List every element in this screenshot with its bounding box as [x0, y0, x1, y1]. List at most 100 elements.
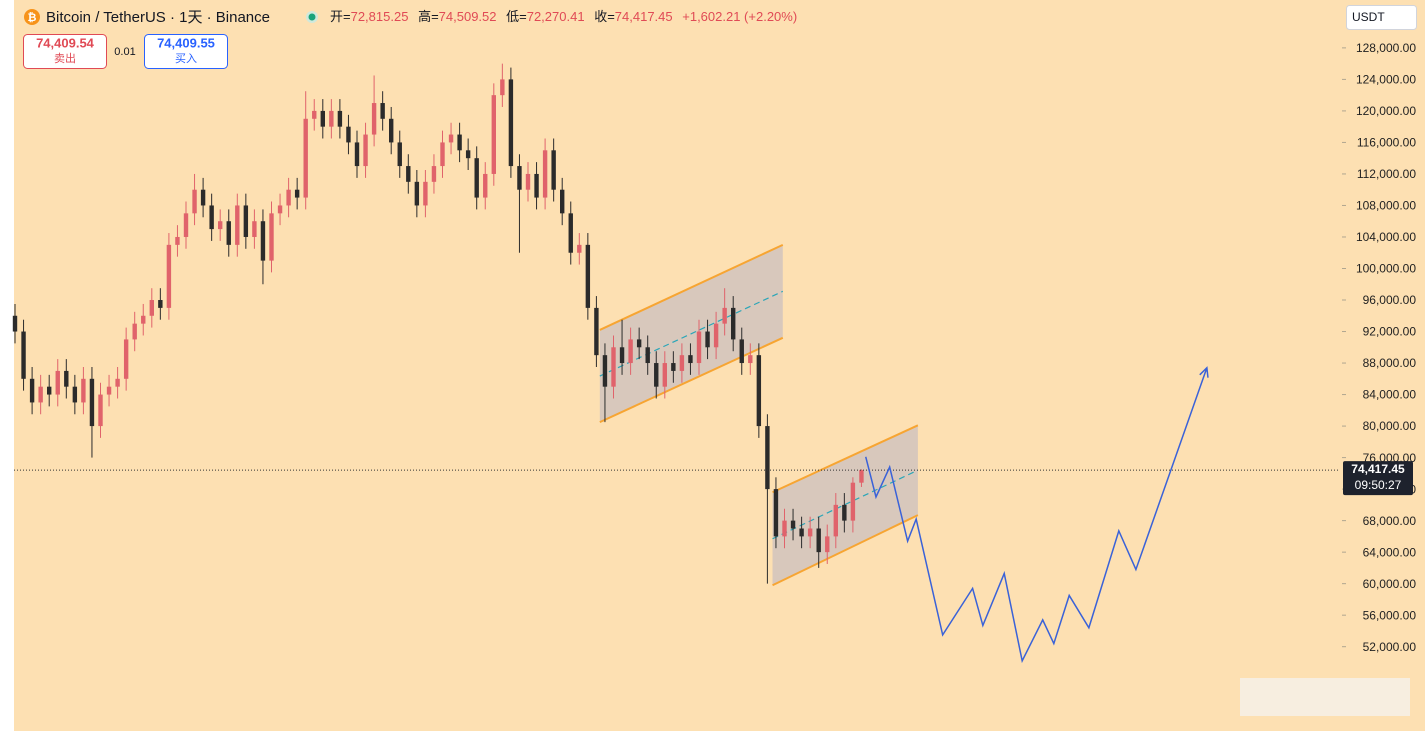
candle-body: [645, 347, 650, 364]
candle-body: [235, 205, 240, 245]
y-tick-label: 80,000.00: [1363, 419, 1417, 433]
price-tag: [1343, 461, 1413, 496]
candle-body: [55, 370, 60, 395]
candle-body: [72, 386, 78, 403]
candle-body: [277, 205, 283, 214]
y-tick-label: 60,000.00: [1363, 577, 1417, 591]
y-tick-label: 120,000.00: [1356, 104, 1416, 118]
candle-body: [508, 79, 514, 167]
candle-body: [679, 355, 685, 371]
candle-body: [312, 110, 317, 119]
candle-body: [517, 166, 522, 190]
ohlc-label: 收=: [594, 9, 615, 24]
candle-body: [739, 339, 744, 364]
candle-body: [363, 134, 368, 167]
y-tick-label: 96,000.00: [1363, 293, 1417, 307]
candle-body: [722, 307, 727, 324]
candle-body: [628, 339, 633, 364]
candle-body: [294, 189, 300, 198]
candle-body: [175, 236, 180, 245]
y-tick-label: 128,000.00: [1356, 41, 1416, 55]
candle-body: [132, 323, 137, 340]
candle-body: [850, 482, 856, 521]
ohlc-label: 开=: [330, 9, 351, 24]
candle-body: [192, 189, 197, 214]
candle-body: [209, 205, 214, 230]
candle-body: [371, 103, 377, 135]
ohlc-value: 72,815.25: [351, 9, 409, 24]
sell-label: 卖出: [54, 51, 76, 65]
candle-body: [329, 110, 334, 127]
candle-body: [397, 142, 402, 167]
y-tick-label: 108,000.00: [1356, 199, 1416, 213]
candle-body: [29, 378, 35, 403]
candle-body: [551, 150, 556, 190]
candle-body: [354, 142, 360, 167]
candle-body: [534, 173, 539, 198]
ohlc-value: 74,509.52: [439, 9, 497, 24]
coin-icon-glyph: ₿: [28, 12, 37, 24]
buy-button[interactable]: 74,409.55 买入: [144, 34, 228, 69]
candle-body: [816, 528, 821, 553]
candle-body: [842, 504, 847, 521]
candle-body: [611, 347, 616, 387]
buy-box: [144, 34, 228, 69]
candle-body: [21, 331, 26, 379]
candle-body: [594, 307, 599, 356]
ohlc-value: 72,270.41: [527, 9, 585, 24]
channel-upper: [772, 424, 919, 494]
plot: [12, 63, 1340, 664]
candle-body: [414, 181, 420, 206]
channel-upper: [599, 243, 784, 331]
candle-body: [525, 173, 531, 190]
candle-body: [491, 95, 496, 174]
candle-body: [423, 181, 428, 206]
candle-body: [782, 520, 787, 537]
candle-body: [731, 307, 736, 340]
currency: USDT: [1352, 10, 1385, 24]
sell-button[interactable]: 74,409.54 卖出: [23, 34, 107, 69]
candle-body: [696, 331, 702, 364]
candle-body: [440, 142, 445, 167]
candle-body: [337, 110, 343, 127]
candle-body: [790, 520, 796, 529]
candle-body: [577, 244, 582, 253]
price-tag-value: 74,417.45: [1351, 462, 1405, 476]
candle-body: [833, 504, 838, 537]
candle-body: [158, 300, 163, 308]
candle-body: [47, 386, 52, 395]
candle-body: [662, 363, 667, 387]
currency-select[interactable]: USDT: [1346, 5, 1417, 30]
y-tick-label: 112,000.00: [1357, 167, 1416, 181]
candle-body: [542, 150, 548, 198]
channel-lower: [772, 514, 919, 587]
candle-body: [81, 378, 86, 403]
candle-body: [636, 339, 642, 348]
candle-body: [483, 173, 488, 198]
candle-body: [619, 347, 625, 364]
y-tick-label: 56,000.00: [1363, 608, 1417, 622]
channel-lower: [599, 336, 784, 424]
ohlc-label: 低=: [506, 9, 527, 24]
candle-body: [859, 470, 864, 483]
candle-body: [106, 386, 112, 395]
candle-body: [688, 355, 693, 364]
candle-body: [799, 528, 804, 537]
candle-body: [671, 363, 676, 371]
candle-body: [12, 315, 18, 332]
candle-body: [260, 221, 266, 261]
y-tick-label: 52,000.00: [1363, 640, 1417, 654]
candle-body: [765, 426, 770, 490]
y-tick-label: 92,000.00: [1363, 325, 1417, 339]
ohlc-readout: 开=72,815.25 高=74,509.52 低=72,270.41 收=74…: [330, 9, 797, 24]
candle-body: [115, 378, 120, 387]
sell-box: [23, 34, 107, 69]
candle-body: [389, 118, 394, 143]
candle-body: [89, 378, 95, 427]
candle-body: [269, 213, 274, 261]
currency-box: [1346, 5, 1417, 30]
candle-body: [243, 205, 249, 237]
candle-body: [465, 150, 471, 159]
change: +1,602.21 (+2.20%): [682, 9, 797, 24]
